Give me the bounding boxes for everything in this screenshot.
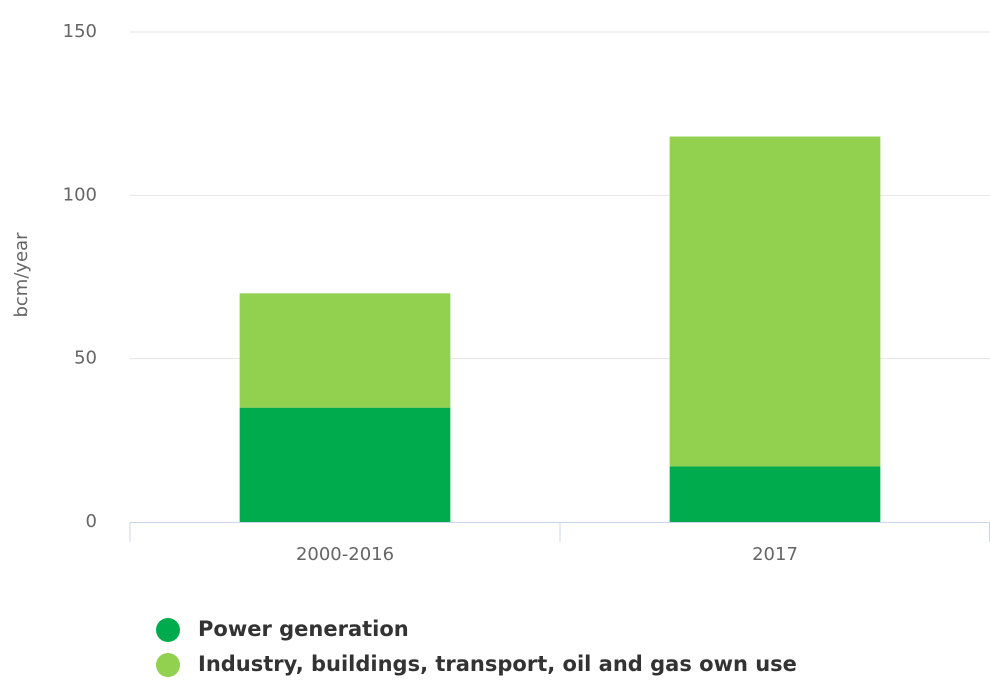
legend-label: Power generation [198,617,409,641]
bar-segment [239,293,451,408]
bar-segment [669,136,881,467]
y-axis-label: bcm/year [11,232,32,318]
bar-segment [239,407,451,522]
legend-marker [156,618,180,642]
legend-label: Industry, buildings, transport, oil and … [198,652,797,676]
x-tick-label: 2000-2016 [296,544,394,565]
legend-marker [156,653,180,677]
y-tick-label: 150 [63,21,97,42]
y-tick-label: 100 [63,184,97,205]
y-tick-label: 0 [86,511,97,532]
y-tick-label: 50 [74,348,97,369]
bar-segment [669,466,881,522]
x-tick-label: 2017 [752,544,798,565]
